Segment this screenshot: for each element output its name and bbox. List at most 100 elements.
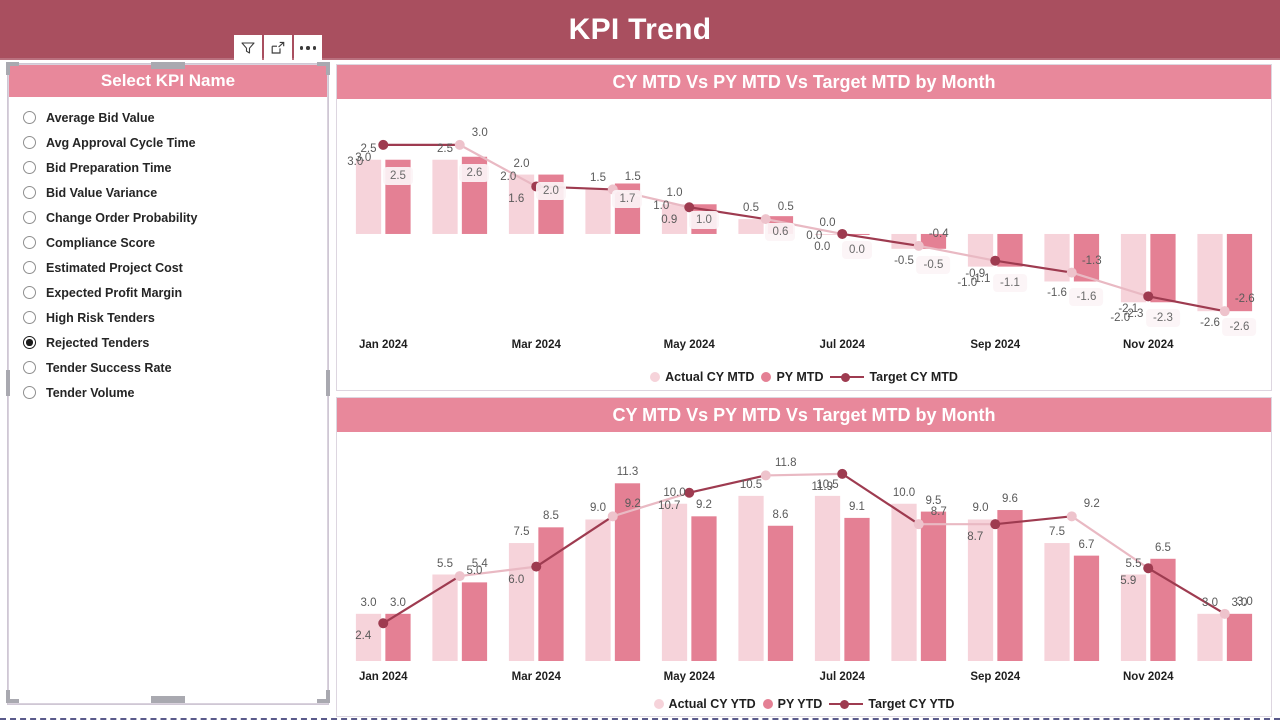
bar-actual-cy-ytd-3[interactable]: [585, 519, 611, 661]
bar-py-ytd-7[interactable]: [920, 511, 947, 661]
resize-handle-bottom-right[interactable]: [317, 690, 330, 703]
target-marker-4[interactable]: [684, 202, 695, 213]
radio-unchecked-icon[interactable]: [23, 236, 36, 249]
target-marker-7[interactable]: [913, 519, 924, 530]
legend-item-target-cy-mtd[interactable]: Target CY MTD: [830, 370, 958, 384]
resize-handle-bottom-center[interactable]: [151, 696, 185, 703]
chart-legend-mtd[interactable]: Actual CY MTD PY MTD Target CY MTD: [337, 370, 1271, 384]
filter-icon[interactable]: [234, 35, 262, 61]
radio-unchecked-icon[interactable]: [23, 186, 36, 199]
target-marker-9[interactable]: [1066, 511, 1077, 522]
radio-unchecked-icon[interactable]: [23, 361, 36, 374]
bar-py-mtd-10[interactable]: [1150, 233, 1176, 303]
target-marker-6[interactable]: [837, 228, 848, 239]
slicer-item-tender-volume[interactable]: Tender Volume: [23, 380, 327, 405]
kpi-name-slicer[interactable]: Select KPI Name Average Bid Value Avg App…: [7, 63, 329, 705]
target-marker-1[interactable]: [454, 139, 465, 150]
bar-actual-cy-mtd-8[interactable]: [967, 233, 994, 267]
bar-actual-cy-ytd-8[interactable]: [967, 519, 994, 661]
slicer-item-tender-success-rate[interactable]: Tender Success Rate: [23, 355, 327, 380]
resize-handle-left-center[interactable]: [6, 370, 10, 396]
bar-py-mtd-6[interactable]: [844, 233, 870, 235]
radio-unchecked-icon[interactable]: [23, 261, 36, 274]
legend-item-actual-cy-mtd[interactable]: Actual CY MTD: [650, 370, 754, 384]
bar-actual-cy-ytd-1[interactable]: [432, 574, 458, 661]
target-marker-0[interactable]: [378, 618, 389, 629]
bar-py-mtd-11[interactable]: [1226, 233, 1253, 312]
radio-unchecked-icon[interactable]: [23, 311, 36, 324]
bar-py-ytd-8[interactable]: [997, 510, 1023, 661]
slicer-item-high-risk-tenders[interactable]: High Risk Tenders: [23, 305, 327, 330]
bar-actual-cy-mtd-9[interactable]: [1044, 233, 1070, 282]
bar-actual-cy-ytd-9[interactable]: [1044, 543, 1070, 661]
bar-actual-cy-mtd-0[interactable]: [355, 159, 382, 234]
target-marker-3[interactable]: [607, 511, 618, 522]
radio-unchecked-icon[interactable]: [23, 211, 36, 224]
bar-py-ytd-1[interactable]: [461, 582, 488, 661]
bar-actual-cy-ytd-6[interactable]: [814, 495, 841, 661]
target-marker-0[interactable]: [378, 139, 389, 150]
slicer-item-bid-value-variance[interactable]: Bid Value Variance: [23, 180, 327, 205]
slicer-item-compliance-score[interactable]: Compliance Score: [23, 230, 327, 255]
focus-mode-icon[interactable]: [264, 35, 292, 61]
resize-handle-top-center[interactable]: [151, 62, 185, 69]
slicer-item-estimated-project-cost[interactable]: Estimated Project Cost: [23, 255, 327, 280]
bar-actual-cy-mtd-6[interactable]: [814, 233, 841, 235]
target-marker-1[interactable]: [454, 571, 465, 582]
target-marker-10[interactable]: [1143, 291, 1154, 302]
legend-item-py-mtd[interactable]: PY MTD: [761, 370, 823, 384]
slicer-item-avg-approval-cycle-time[interactable]: Avg Approval Cycle Time: [23, 130, 327, 155]
chart-panel-ytd[interactable]: CY MTD Vs PY MTD Vs Target MTD by Month …: [336, 397, 1272, 717]
legend-item-actual-cy-ytd[interactable]: Actual CY YTD: [653, 697, 756, 711]
target-marker-7[interactable]: [913, 240, 924, 251]
slicer-item-rejected-tenders[interactable]: Rejected Tenders: [23, 330, 327, 355]
bar-py-ytd-10[interactable]: [1150, 558, 1176, 661]
bar-actual-cy-ytd-2[interactable]: [508, 543, 535, 661]
chart-legend-ytd[interactable]: Actual CY YTD PY YTD Target CY YTD: [337, 697, 1271, 711]
bar-actual-cy-mtd-4[interactable]: [661, 204, 688, 234]
bar-actual-cy-ytd-4[interactable]: [661, 503, 688, 661]
bar-actual-cy-ytd-10[interactable]: [1120, 574, 1147, 661]
target-marker-5[interactable]: [760, 214, 771, 225]
bar-actual-cy-ytd-7[interactable]: [891, 503, 917, 661]
chart-panel-mtd[interactable]: CY MTD Vs PY MTD Vs Target MTD by Month …: [336, 64, 1272, 391]
resize-handle-top-left[interactable]: [6, 62, 19, 75]
bar-py-ytd-4[interactable]: [691, 516, 717, 661]
bar-actual-cy-mtd-3[interactable]: [585, 189, 611, 234]
bar-py-ytd-2[interactable]: [538, 527, 564, 661]
radio-unchecked-icon[interactable]: [23, 136, 36, 149]
bar-actual-cy-mtd-5[interactable]: [738, 219, 764, 234]
bar-actual-cy-mtd-1[interactable]: [432, 159, 458, 234]
target-marker-11[interactable]: [1219, 608, 1230, 619]
target-marker-6[interactable]: [837, 468, 848, 479]
resize-handle-bottom-left[interactable]: [6, 690, 19, 703]
radio-unchecked-icon[interactable]: [23, 286, 36, 299]
target-marker-9[interactable]: [1066, 267, 1077, 278]
bar-actual-cy-ytd-5[interactable]: [738, 495, 764, 661]
bar-actual-cy-ytd-11[interactable]: [1197, 613, 1223, 661]
legend-item-target-cy-ytd[interactable]: Target CY YTD: [829, 697, 954, 711]
target-marker-4[interactable]: [684, 487, 695, 498]
resize-handle-top-right[interactable]: [317, 62, 330, 75]
resize-handle-right-center[interactable]: [326, 370, 330, 396]
target-marker-5[interactable]: [760, 470, 771, 481]
bar-py-ytd-0[interactable]: [385, 613, 411, 661]
radio-unchecked-icon[interactable]: [23, 161, 36, 174]
bar-py-ytd-11[interactable]: [1226, 613, 1253, 661]
radio-checked-icon[interactable]: [23, 336, 36, 349]
bar-py-ytd-6[interactable]: [844, 517, 870, 661]
bar-actual-cy-ytd-0[interactable]: [355, 613, 382, 661]
bar-actual-cy-mtd-2[interactable]: [508, 174, 535, 234]
target-marker-2[interactable]: [531, 561, 542, 572]
slicer-item-bid-preparation-time[interactable]: Bid Preparation Time: [23, 155, 327, 180]
target-marker-8[interactable]: [990, 255, 1001, 266]
radio-unchecked-icon[interactable]: [23, 111, 36, 124]
bar-py-ytd-9[interactable]: [1073, 555, 1100, 661]
more-options-icon[interactable]: [294, 35, 322, 61]
bar-py-mtd-7[interactable]: [920, 233, 947, 249]
slicer-item-change-order-probability[interactable]: Change Order Probability: [23, 205, 327, 230]
target-marker-11[interactable]: [1219, 306, 1230, 317]
target-marker-8[interactable]: [990, 519, 1001, 530]
radio-unchecked-icon[interactable]: [23, 386, 36, 399]
bar-actual-cy-mtd-11[interactable]: [1197, 233, 1223, 312]
